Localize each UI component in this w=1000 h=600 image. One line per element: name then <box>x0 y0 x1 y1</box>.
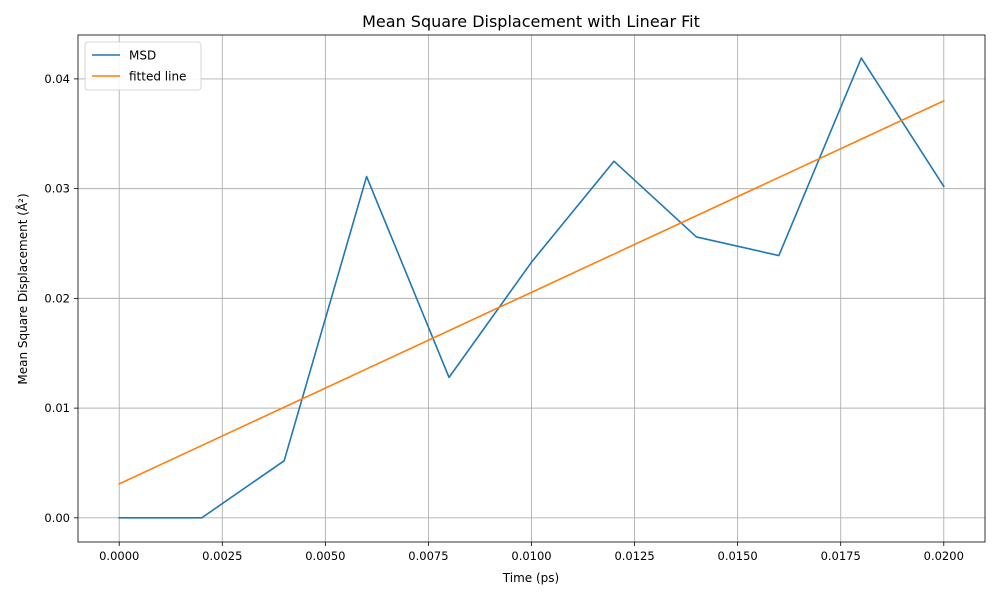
legend-label-msd: MSD <box>129 49 156 63</box>
x-tick-label: 0.0150 <box>718 549 758 563</box>
x-tick-label: 0.0075 <box>408 549 448 563</box>
y-tick-label: 0.01 <box>44 401 70 415</box>
legend-label-fitted-line: fitted line <box>129 70 186 84</box>
y-tick-label: 0.02 <box>44 291 70 305</box>
x-tick-label: 0.0050 <box>305 549 345 563</box>
y-tick-label: 0.04 <box>44 72 70 86</box>
ticks-group: 0.0000 0.0025 0.0050 0.0075 0.0100 0.0125 0.01… <box>44 72 964 563</box>
chart-title: Mean Square Displacement with Linear Fit <box>362 12 700 31</box>
legend: MSD fitted line <box>84 41 202 91</box>
legend-box <box>84 41 202 91</box>
series-line-fitted-line <box>118 99 945 485</box>
grid <box>78 35 985 542</box>
y-tick-label: 0.00 <box>44 511 70 525</box>
x-tick-label: 0.0125 <box>614 549 654 563</box>
x-tick-label: 0.0175 <box>821 549 861 563</box>
x-tick-label: 0.0000 <box>99 549 139 563</box>
x-tick-label: 0.0100 <box>511 549 551 563</box>
y-axis-label: Mean Square Displacement (Å²) <box>15 193 30 384</box>
series-line-msd <box>118 57 945 519</box>
x-tick-label: 0.0025 <box>202 549 242 563</box>
series-group <box>118 57 945 519</box>
x-axis-label: Time (ps) <box>502 571 559 585</box>
x-tick-label: 0.0200 <box>924 549 964 563</box>
y-tick-label: 0.03 <box>44 182 70 196</box>
